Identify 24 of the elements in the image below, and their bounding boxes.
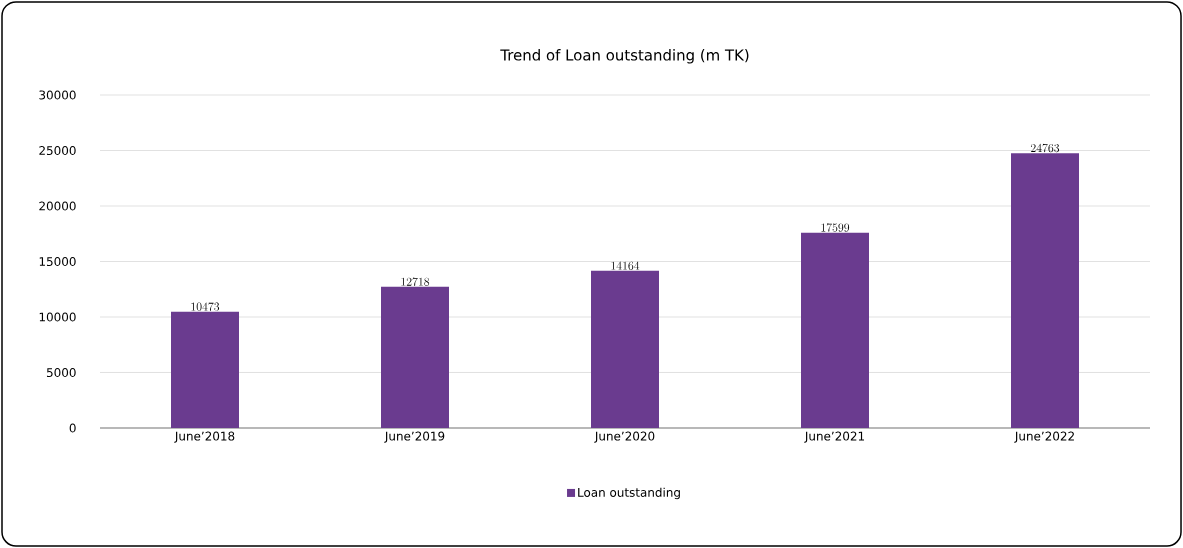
- y-tick-label: 30000: [39, 90, 76, 100]
- bar: [591, 270, 659, 428]
- y-tick-label: 15000: [39, 256, 76, 267]
- x-tick-label: June’2021: [804, 431, 865, 443]
- y-tick-label: 10000: [39, 312, 76, 322]
- data-label: 14164: [611, 261, 640, 270]
- x-tick-label: June’2019: [384, 431, 445, 443]
- y-tick-label: 25000: [39, 145, 76, 156]
- y-tick-label: 5000: [46, 367, 76, 378]
- bar: [381, 286, 449, 428]
- y-tick-label: 0: [69, 423, 76, 433]
- data-label: 10473: [191, 302, 220, 311]
- data-label: 12718: [401, 277, 430, 286]
- bar: [801, 232, 869, 428]
- legend-label: Loan outstanding: [578, 487, 680, 500]
- x-tick-label: June’2022: [1014, 431, 1074, 443]
- bar: [1011, 153, 1079, 428]
- data-label: 17599: [821, 223, 850, 232]
- data-label: 24763: [1030, 143, 1060, 153]
- bar: [171, 311, 239, 428]
- y-tick-label: 20000: [39, 201, 76, 211]
- chart-title: Trend of Loan outstanding (m TK): [500, 49, 749, 64]
- x-tick-label: June’2018: [174, 431, 235, 443]
- x-tick-label: June’2020: [594, 431, 655, 443]
